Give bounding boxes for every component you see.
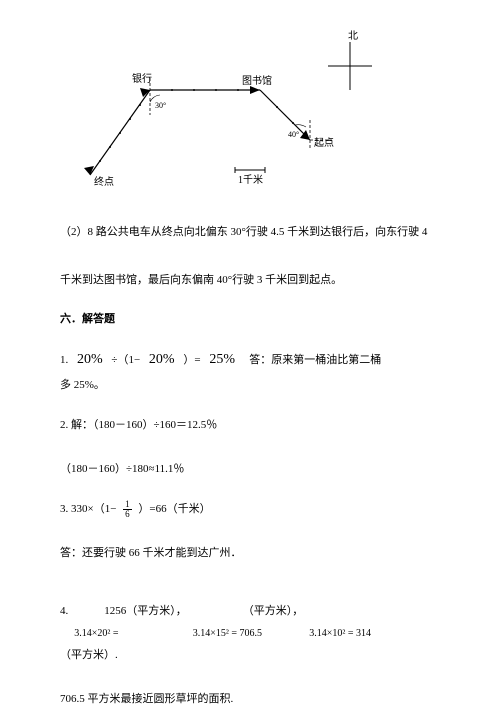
q3-b: ）=66（千米） — [138, 503, 210, 515]
q3-ans: 答：还要行驶 66 千米才能到达广州． — [60, 547, 242, 559]
svg-text:30°: 30° — [155, 101, 166, 110]
angle-label: 40° — [288, 130, 299, 139]
q4-top2: （平方米）， — [193, 600, 304, 622]
q4-bot1: 3.14×20² = — [74, 624, 187, 644]
q1-pct2: 20% — [143, 352, 181, 367]
q4-tail: （平方米）. — [60, 644, 450, 666]
q4-idx: 4. — [60, 600, 68, 622]
q3-a: 3. 330×（1− — [60, 503, 116, 515]
p2-line1: （2）8 路公共电车从终点向北偏东 30°行驶 4.5 千米到达银行后，向东行驶… — [60, 226, 427, 238]
q4-ans: 706.5 平方米最接近圆形草坪的面积. — [60, 688, 450, 710]
q2-l2: （180－160）÷180≈11.1％ — [60, 463, 184, 475]
q3-fraction: 1 6 — [119, 500, 136, 519]
q1-ans: 答：原来第一桶油比第二桶 — [249, 354, 381, 366]
question-1: 1. 20% ÷（1− 20% ）= 25% 答：原来第一桶油比第二桶 多 25… — [60, 346, 450, 396]
route-diagram: 北 30° 40° 银行 图书馆 起点 终点 1千米 — [70, 30, 390, 200]
bank-label: 银行 — [132, 72, 152, 85]
q1-pct1: 20% — [71, 352, 109, 367]
question-2: 2. 解：（180－160）÷160＝12.5％ （180－160）÷180≈1… — [60, 414, 450, 480]
start-label: 起点 — [314, 137, 334, 149]
q4-bot3: 3.14×10² = 314 — [309, 624, 371, 644]
q2-l1: 2. 解：（180－160）÷160＝12.5％ — [60, 419, 217, 431]
q1-ans2: 多 25%。 — [60, 379, 105, 391]
q1-pct3: 25% — [203, 352, 241, 367]
q1-mid1: ÷（1− — [111, 354, 140, 366]
diagram-svg: 北 30° 40° 银行 图书馆 起点 终点 1千米 — [70, 30, 390, 200]
question-4: 4. 1256（平方米）， 3.14×20² = （平方米）， 3.14×15²… — [60, 600, 450, 710]
q4-stack1: 1256（平方米）， 3.14×20² = — [74, 600, 187, 644]
end-label: 终点 — [94, 175, 114, 188]
q1-idx: 1. — [60, 354, 68, 366]
question-3: 3. 330×（1− 1 6 ）=66（千米） 答：还要行驶 66 千米才能到达… — [60, 498, 450, 564]
q4-top1: 1256（平方米）， — [74, 600, 187, 622]
p2-line2: 千米到达图书馆，最后向东偏南 40°行驶 3 千米回到起点。 — [60, 274, 342, 286]
paragraph-2: （2）8 路公共电车从终点向北偏东 30°行驶 4.5 千米到达银行后，向东行驶… — [60, 220, 450, 293]
scale-label: 1千米 — [238, 173, 263, 186]
q1-mid2: ）= — [183, 354, 200, 366]
library-label: 图书馆 — [242, 74, 272, 87]
q4-bot2: 3.14×15² = 706.5 — [193, 624, 304, 644]
section-6-title: 六．解答题 — [60, 311, 450, 329]
q4-stack2: （平方米）， 3.14×15² = 706.5 — [193, 600, 304, 644]
north-label: 北 — [348, 30, 358, 42]
q4-stack3: 3.14×10² = 314 — [309, 600, 371, 644]
q3-den: 6 — [123, 510, 132, 519]
